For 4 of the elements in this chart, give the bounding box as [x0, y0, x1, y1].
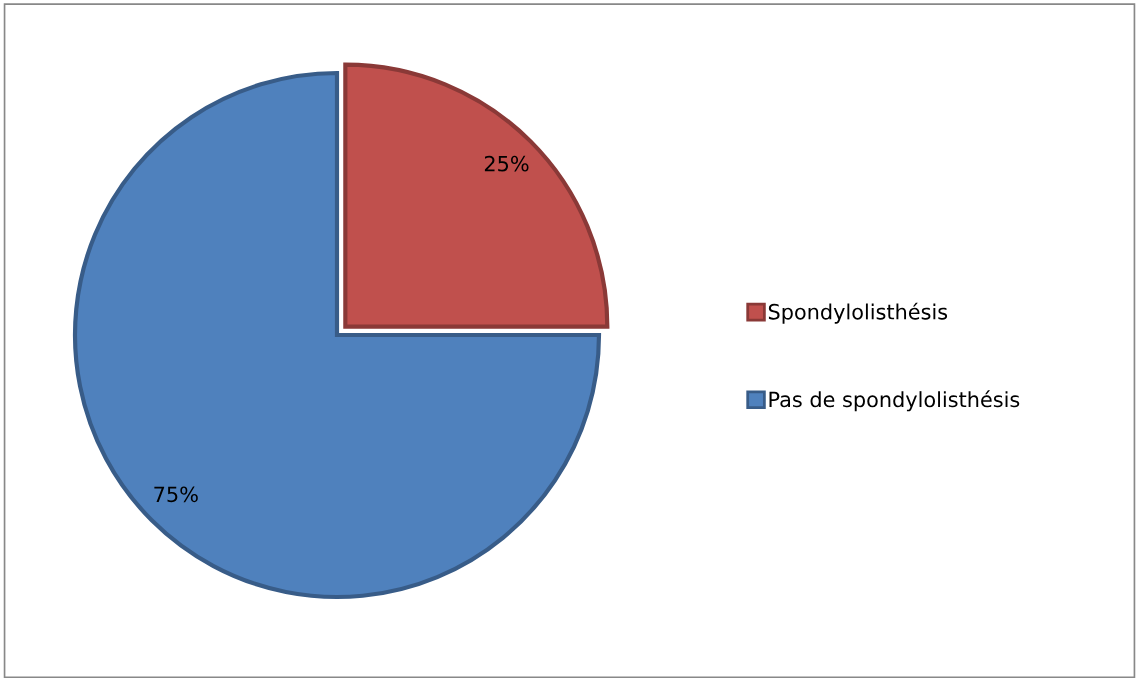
- data-label: 25%: [484, 155, 529, 172]
- data-label: 75%: [154, 486, 198, 503]
- legend-label: Spondylolisthésis: [768, 302, 948, 324]
- legend-label: Pas de spondylolisthésis: [769, 390, 1020, 412]
